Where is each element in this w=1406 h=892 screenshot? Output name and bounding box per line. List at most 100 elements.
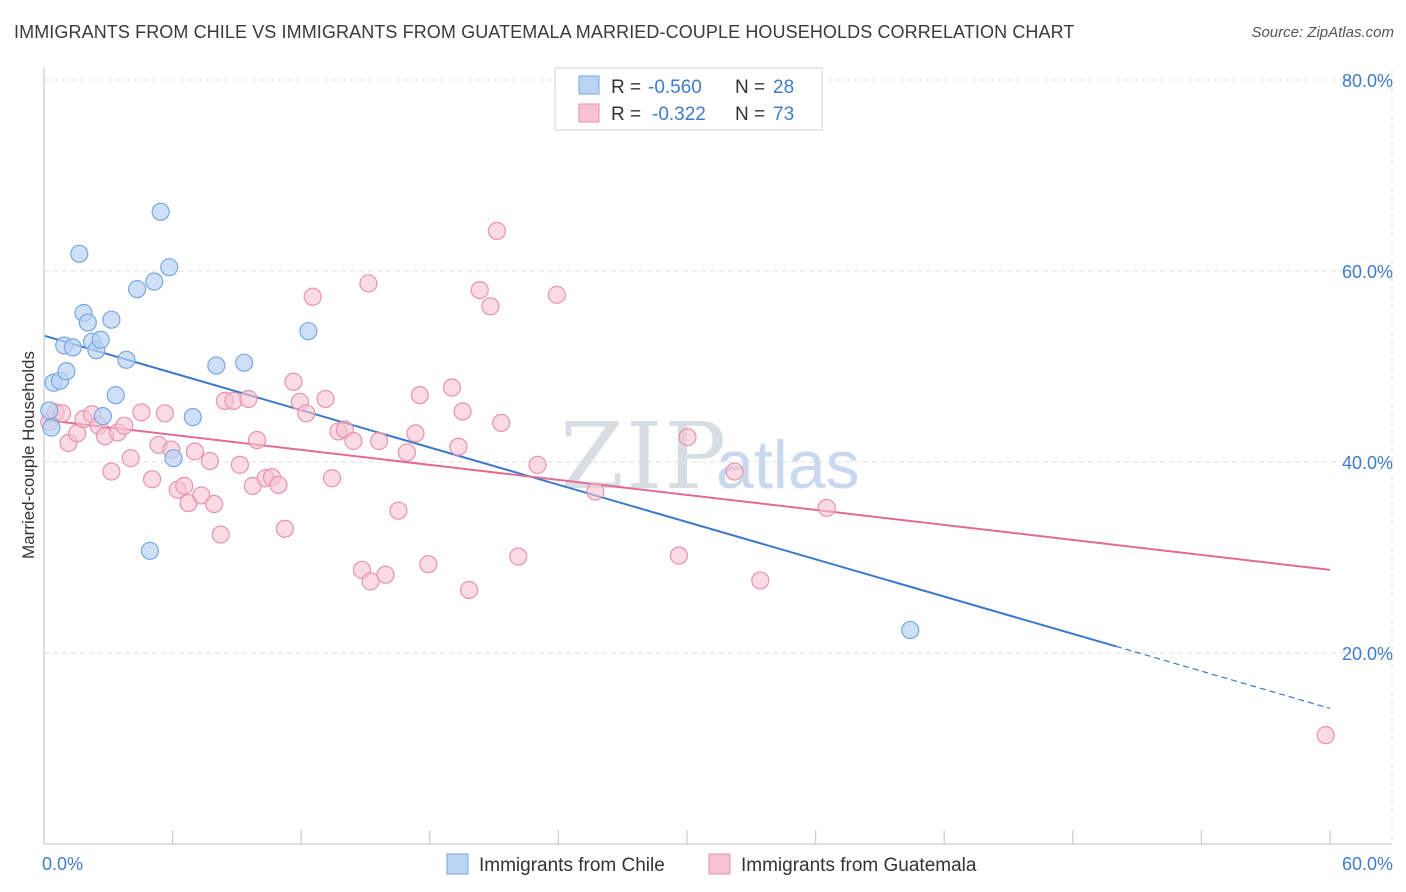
bottom-legend-guatemala-label: Immigrants from Guatemala — [741, 855, 977, 876]
guatemala-point — [389, 501, 408, 520]
y-tick-label-60: 60.0% — [1342, 262, 1393, 282]
chile-point — [102, 310, 121, 329]
x-tick-label-60: 60.0% — [1342, 854, 1393, 874]
legend-guatemala-n-label: N = — [735, 104, 765, 125]
legend-guatemala-r-value: -0.322 — [652, 104, 706, 125]
chile-point — [57, 362, 76, 381]
chile-point — [183, 408, 202, 427]
bottom-legend-guatemala-swatch — [708, 853, 731, 875]
guatemala-point — [322, 469, 342, 488]
guatemala-point — [492, 413, 511, 432]
guatemala-point — [817, 498, 836, 517]
guatemala-point — [224, 391, 243, 410]
guatemala-point — [361, 572, 380, 591]
guatemala-point — [370, 431, 389, 451]
guatemala-point — [297, 404, 316, 423]
bottom-legend-chile-label: Immigrants from Chile — [479, 855, 665, 876]
x-tick-label-0: 0.0% — [42, 854, 83, 874]
guatemala-point — [205, 494, 224, 514]
guatemala-point — [669, 546, 689, 565]
bottom-legend-chile-swatch — [446, 853, 469, 875]
chart-source: Source: ZipAtlas.com — [1251, 24, 1394, 41]
chile-point — [93, 407, 112, 426]
guatemala-point — [121, 449, 140, 468]
guatemala-point — [459, 580, 479, 600]
legend-chile-n-value: 28 — [773, 77, 794, 98]
guatemala-point — [406, 424, 425, 443]
chile-trend-line — [44, 334, 1117, 648]
chart-title: IMMIGRANTS FROM CHILE VS IMMIGRANTS FROM… — [14, 22, 1075, 42]
guatemala-point — [269, 475, 288, 495]
chile-point — [140, 541, 160, 560]
guatemala-point — [470, 281, 489, 300]
guatemala-point — [449, 437, 468, 456]
guatemala-point — [528, 455, 547, 474]
chile-point — [299, 322, 318, 341]
guatemala-point — [410, 386, 429, 405]
guatemala-point — [142, 470, 162, 489]
legend-guatemala-r-label: R = — [611, 104, 641, 125]
guatemala-point — [547, 285, 566, 304]
gridlines — [44, 70, 1393, 844]
chile-point — [235, 353, 254, 372]
chile-point — [78, 313, 97, 332]
chile-point — [70, 244, 89, 263]
guatemala-point — [247, 430, 267, 450]
guatemala-point — [344, 431, 363, 451]
chile-point — [901, 620, 920, 640]
guatemala-point — [442, 378, 462, 397]
chile-point — [145, 272, 164, 291]
guatemala-point — [481, 297, 500, 316]
guatemala-point — [397, 443, 417, 462]
guatemala-point — [509, 547, 528, 566]
guatemala-point — [359, 274, 378, 293]
guatemala-point — [586, 482, 605, 501]
guatemala-point — [192, 486, 211, 505]
chile-point — [160, 258, 179, 277]
guatemala-point — [284, 372, 303, 391]
y-tick-label-40: 40.0% — [1342, 453, 1393, 473]
guatemala-point — [1316, 726, 1335, 745]
axes — [43, 68, 1392, 845]
chile-point — [106, 386, 125, 405]
legend-guatemala-n-value: 73 — [773, 104, 794, 125]
chile-point — [40, 401, 59, 420]
guatemala-point — [132, 403, 151, 422]
guatemala-point — [185, 442, 205, 461]
chile-points — [40, 202, 920, 640]
guatemala-point — [211, 525, 230, 544]
guatemala-point — [419, 555, 438, 574]
legend-chile-swatch — [578, 75, 600, 95]
chile-point — [151, 202, 170, 221]
legend-chile-n-label: N = — [735, 77, 765, 98]
chile-point — [127, 280, 147, 299]
guatemala-point — [239, 389, 258, 409]
chile-point — [164, 449, 183, 468]
guatemala-point — [102, 462, 121, 481]
guatemala-point — [751, 571, 770, 590]
y-tick-label-80: 80.0% — [1342, 71, 1393, 91]
legend-chile-r-value: -0.560 — [648, 77, 702, 98]
chile-point — [63, 338, 82, 357]
y-tick-label-20: 20.0% — [1342, 644, 1393, 664]
chile-point — [91, 330, 110, 349]
guatemala-point — [115, 416, 134, 435]
legend-guatemala-swatch — [578, 103, 600, 123]
guatemala-points — [40, 221, 1335, 745]
guatemala-point — [200, 451, 220, 471]
guatemala-point — [155, 404, 175, 423]
guatemala-point — [725, 462, 744, 481]
series-legend: Immigrants from Chile Immigrants from Gu… — [446, 853, 977, 876]
correlation-legend: R = -0.560 N = 28 R = -0.322 N = 73 — [554, 67, 823, 131]
chile-trend-extension — [1115, 645, 1331, 709]
guatemala-point — [275, 519, 294, 538]
guatemala-point — [316, 389, 335, 409]
chile-point — [42, 418, 61, 437]
chile-point — [207, 356, 226, 375]
guatemala-point — [678, 428, 697, 447]
watermark-zip: ZIP — [560, 403, 728, 510]
guatemala-point — [487, 221, 506, 240]
chile-point — [117, 350, 136, 369]
guatemala-point — [376, 565, 395, 584]
